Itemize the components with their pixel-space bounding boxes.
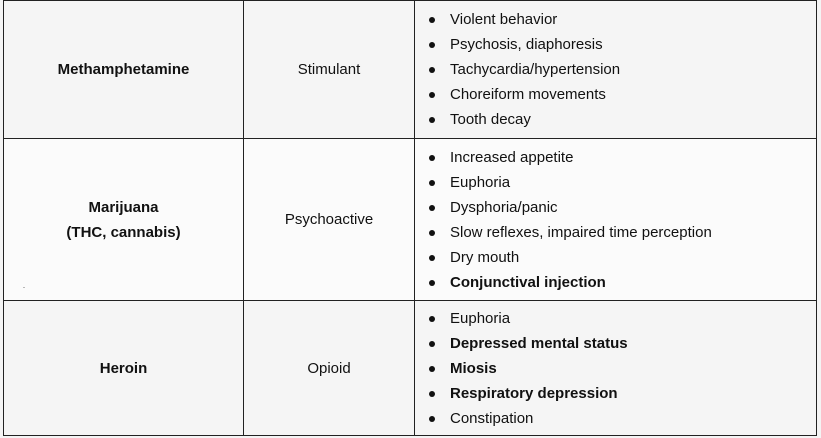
drug-name-line: Methamphetamine: [57, 61, 190, 78]
findings-list: Euphoria Depressed mental status Miosis …: [428, 306, 628, 431]
drug-name: Methamphetamine: [58, 57, 190, 82]
findings-cell: Euphoria Depressed mental status Miosis …: [414, 301, 816, 435]
finding-item: Dysphoria/panic: [428, 195, 712, 220]
drug-class: Psychoactive: [284, 211, 374, 228]
finding-item: Violent behavior: [428, 7, 620, 32]
finding-item: Miosis: [428, 356, 628, 381]
findings-cell: Increased appetite Euphoria Dysphoria/pa…: [414, 139, 816, 300]
drug-name-line: (THC, cannabis): [66, 223, 181, 241]
drug-class-cell: Stimulant: [243, 1, 414, 138]
findings-list: Violent behavior Psychosis, diaphoresis …: [428, 7, 620, 132]
finding-item: Increased appetite: [428, 145, 712, 170]
finding-item: Conjunctival injection: [428, 270, 712, 295]
drug-findings-table: Methamphetamine Stimulant Violent behavi…: [3, 0, 817, 436]
finding-item: Constipation: [428, 406, 628, 431]
drug-name-line: Marijuana: [88, 198, 159, 216]
drug-name-cell: Marijuana (THC, cannabis): [4, 139, 243, 300]
finding-item: Dry mouth: [428, 245, 712, 270]
finding-item: Choreiform movements: [428, 82, 620, 107]
drug-class-cell: Psychoactive: [243, 139, 414, 300]
drug-name: Marijuana (THC, cannabis): [66, 195, 180, 245]
table-row: Marijuana (THC, cannabis) Psychoactive I…: [4, 138, 816, 300]
drug-name: Heroin: [100, 356, 148, 381]
scan-speck: [23, 287, 25, 288]
finding-item: Tachycardia/hypertension: [428, 57, 620, 82]
drug-class: Opioid: [307, 359, 351, 377]
drug-name-cell: Heroin: [4, 301, 243, 435]
finding-item: Euphoria: [428, 306, 628, 331]
table-row: Methamphetamine Stimulant Violent behavi…: [4, 1, 816, 138]
findings-cell: Violent behavior Psychosis, diaphoresis …: [414, 1, 816, 138]
drug-class-cell: Opioid: [243, 301, 414, 435]
finding-item: Respiratory depression: [428, 381, 628, 406]
finding-item: Psychosis, diaphoresis: [428, 32, 620, 57]
drug-name-cell: Methamphetamine: [4, 1, 243, 138]
finding-item: Euphoria: [428, 170, 712, 195]
drug-class: Stimulant: [297, 61, 361, 78]
table-row: Heroin Opioid Euphoria Depressed mental …: [4, 300, 816, 435]
finding-item: Slow reflexes, impaired time perception: [428, 220, 712, 245]
finding-item: Depressed mental status: [428, 331, 628, 356]
findings-list: Increased appetite Euphoria Dysphoria/pa…: [428, 145, 712, 295]
drug-name-line: Heroin: [99, 359, 148, 377]
finding-item: Tooth decay: [428, 107, 620, 132]
